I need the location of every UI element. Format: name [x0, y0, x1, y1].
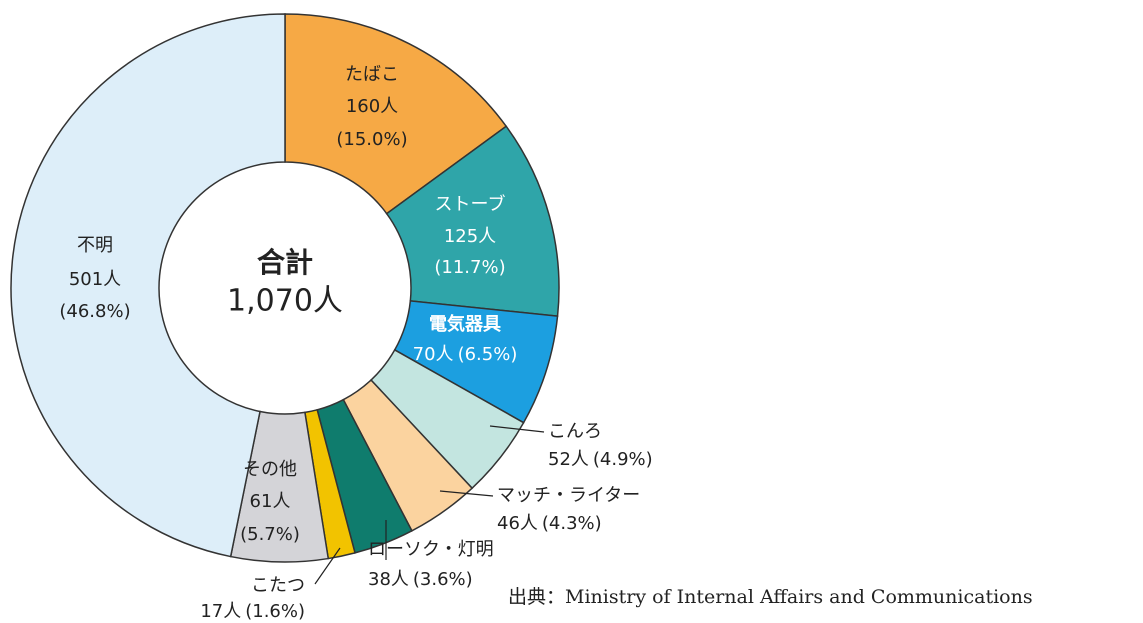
slice-name: マッチ・ライター — [497, 485, 640, 506]
value-label: 70人 — [413, 344, 454, 365]
value-label: 17人 — [200, 601, 241, 622]
percent-label: (1.6%) — [245, 601, 305, 622]
percent-label: (4.3%) — [542, 513, 602, 534]
percent-label: (11.7%) — [434, 257, 505, 278]
percent-label: (4.9%) — [593, 449, 653, 470]
slice-name: たばこ — [345, 64, 399, 85]
slice-value: 38人 (3.6%) — [368, 569, 473, 590]
percent-label: (3.6%) — [413, 569, 473, 590]
value-label: 52人 — [548, 449, 589, 470]
value-label: 160人 — [346, 96, 398, 117]
donut-slice — [10, 13, 286, 558]
slice-name: ローソク・灯明 — [368, 539, 494, 560]
source: 出典：Ministry of Internal Affairs and Comm… — [508, 586, 1033, 608]
value-label: 61人 — [250, 491, 291, 512]
slice-name: 不明 — [77, 235, 113, 256]
center-title: 合計 — [257, 246, 313, 279]
slice-name: ストーブ — [435, 193, 506, 215]
slice-name: こんろ — [548, 421, 602, 442]
percent-label: (5.7%) — [240, 524, 300, 545]
percent-label: (6.5%) — [458, 344, 518, 365]
leader-line — [439, 490, 494, 497]
donut-slice — [284, 13, 508, 215]
leader-line — [489, 425, 545, 433]
slice-value: 70人 (6.5%) — [413, 344, 518, 365]
slice-value: 17人 (1.6%) — [200, 601, 305, 622]
value-label: 38人 — [368, 569, 409, 590]
center-total: 1,070人 — [227, 284, 343, 319]
value-label: 501人 — [69, 269, 121, 290]
value-label: 125人 — [444, 226, 496, 247]
slice-name: こたつ — [251, 575, 305, 596]
slice-value: 46人 (4.3%) — [497, 513, 602, 534]
slice-name: 電気器具 — [429, 313, 501, 335]
percent-label: (15.0%) — [336, 129, 407, 150]
slice-value: 52人 (4.9%) — [548, 449, 653, 470]
slice-name: その他 — [243, 459, 297, 480]
value-label: 46人 — [497, 513, 538, 534]
leader-line — [314, 547, 341, 585]
donut-slice — [385, 125, 560, 317]
percent-label: (46.8%) — [59, 301, 130, 322]
